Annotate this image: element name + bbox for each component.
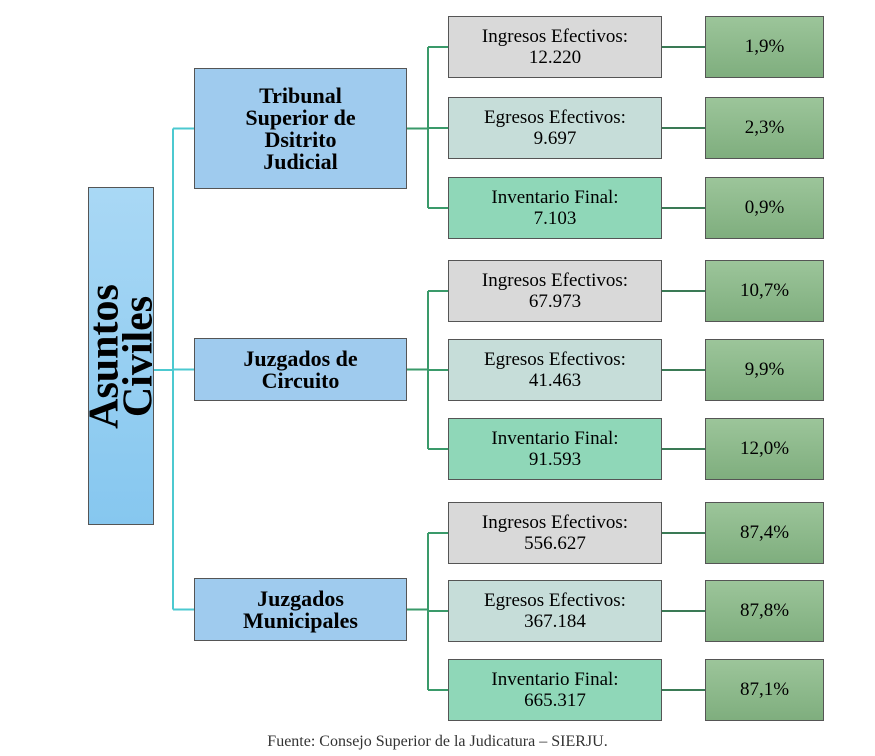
root-label: Asuntos Civiles	[81, 283, 161, 429]
item-value: 665.317	[524, 690, 586, 711]
item-label: Egresos Efectivos:	[484, 590, 626, 611]
share-value: 87,1%	[739, 679, 790, 700]
group-label: Juzgados de Circuito	[243, 345, 358, 393]
item-box: Ingresos Efectivos: 12.220	[448, 16, 662, 78]
share-value: 87,4%	[739, 522, 790, 543]
item-value: 91.593	[528, 449, 582, 470]
item-label: Ingresos Efectivos:	[481, 512, 629, 533]
item-label: Inventario Final:	[491, 669, 619, 690]
item-box: Egresos Efectivos: 41.463	[448, 339, 662, 401]
group-label: Juzgados Municipales	[243, 585, 358, 633]
group-box: Juzgados de Circuito	[194, 338, 407, 401]
group-label: Tribunal Superior de Dsitrito Judicial	[245, 82, 356, 174]
item-value: 12.220	[528, 47, 582, 68]
item-box: Inventario Final: 91.593	[448, 418, 662, 480]
item-box: Egresos Efectivos: 9.697	[448, 97, 662, 159]
share-value: 2,3%	[744, 117, 785, 138]
share-box: 10,7%	[705, 260, 824, 322]
item-box: Inventario Final: 665.317	[448, 659, 662, 721]
share-value: 0,9%	[744, 197, 785, 218]
item-label: Ingresos Efectivos:	[481, 270, 629, 291]
item-box: Egresos Efectivos: 367.184	[448, 580, 662, 642]
share-box: 9,9%	[705, 339, 824, 401]
share-box: 87,8%	[705, 580, 824, 642]
share-box: 12,0%	[705, 418, 824, 480]
item-label: Egresos Efectivos:	[484, 349, 626, 370]
item-value: 7.103	[533, 208, 577, 229]
item-label: Inventario Final:	[491, 428, 619, 449]
item-value: 9.697	[533, 128, 577, 149]
item-box: Ingresos Efectivos: 556.627	[448, 502, 662, 564]
share-box: 87,1%	[705, 659, 824, 721]
share-value: 9,9%	[744, 359, 785, 380]
item-label: Ingresos Efectivos:	[481, 26, 629, 47]
group-box: Juzgados Municipales	[194, 578, 407, 641]
item-value: 556.627	[524, 533, 586, 554]
root-box: Asuntos Civiles	[81, 187, 161, 525]
share-box: 0,9%	[705, 177, 824, 239]
item-value: 41.463	[528, 370, 582, 391]
share-box: 87,4%	[705, 502, 824, 564]
item-value: 67.973	[528, 291, 582, 312]
item-value: 367.184	[524, 611, 586, 632]
share-value: 87,8%	[739, 600, 790, 621]
item-label: Inventario Final:	[491, 187, 619, 208]
group-box: Tribunal Superior de Dsitrito Judicial	[194, 68, 407, 189]
item-label: Egresos Efectivos:	[484, 107, 626, 128]
share-box: 2,3%	[705, 97, 824, 159]
item-box: Ingresos Efectivos: 67.973	[448, 260, 662, 322]
item-box: Inventario Final: 7.103	[448, 177, 662, 239]
share-value: 1,9%	[744, 36, 785, 57]
share-box: 1,9%	[705, 16, 824, 78]
root-rotator: Asuntos Civiles	[81, 187, 161, 525]
share-value: 12,0%	[739, 438, 790, 459]
share-value: 10,7%	[739, 280, 790, 301]
footer: Fuente: Consejo Superior de la Judicatur…	[267, 733, 608, 750]
